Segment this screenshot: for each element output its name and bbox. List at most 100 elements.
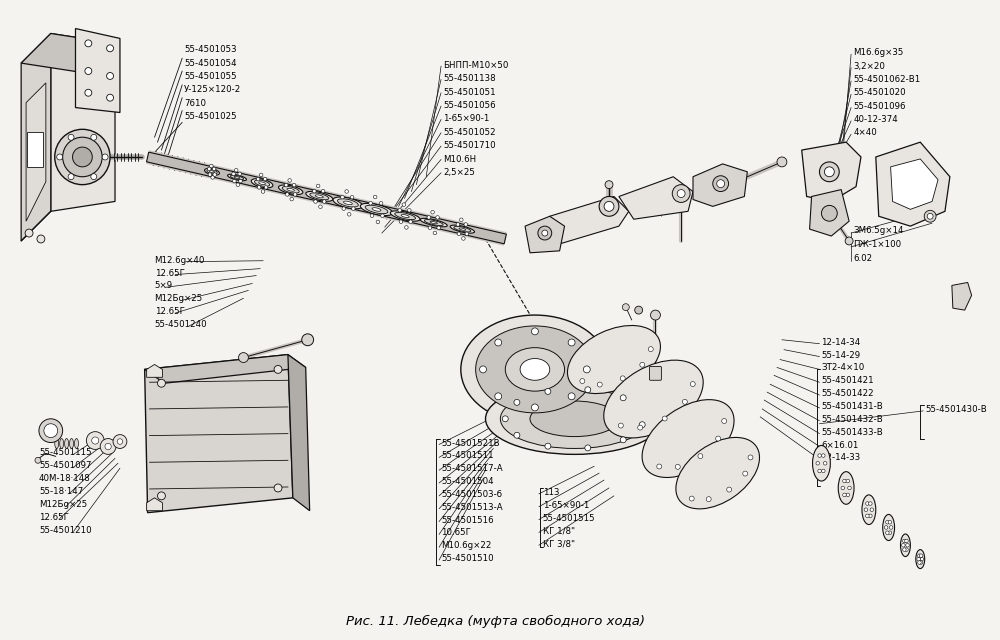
- Circle shape: [85, 68, 92, 74]
- Circle shape: [677, 189, 685, 198]
- Circle shape: [313, 189, 316, 193]
- Ellipse shape: [333, 197, 363, 209]
- Circle shape: [314, 200, 317, 204]
- Circle shape: [902, 543, 905, 547]
- Circle shape: [819, 162, 839, 182]
- Circle shape: [117, 439, 123, 444]
- Text: ЗМ6.5g×14: ЗМ6.5g×14: [853, 226, 904, 235]
- Circle shape: [841, 486, 845, 490]
- Circle shape: [37, 235, 45, 243]
- Circle shape: [866, 514, 869, 518]
- Circle shape: [568, 393, 575, 400]
- Text: 55-4501051: 55-4501051: [443, 88, 496, 97]
- Polygon shape: [891, 159, 938, 209]
- Ellipse shape: [420, 218, 447, 227]
- Text: ЗТ2-4×10: ЗТ2-4×10: [821, 364, 865, 372]
- Text: 55-4501096: 55-4501096: [853, 102, 906, 111]
- Circle shape: [457, 232, 461, 236]
- Circle shape: [292, 183, 296, 187]
- Polygon shape: [75, 29, 120, 113]
- Circle shape: [257, 186, 261, 189]
- Polygon shape: [693, 164, 747, 206]
- Circle shape: [264, 186, 268, 189]
- Ellipse shape: [372, 208, 381, 211]
- Circle shape: [919, 554, 923, 557]
- Text: М12.6g×40: М12.6g×40: [155, 256, 205, 265]
- Circle shape: [433, 231, 437, 235]
- Circle shape: [845, 237, 853, 245]
- Circle shape: [431, 211, 434, 214]
- Circle shape: [293, 193, 297, 196]
- Ellipse shape: [862, 495, 876, 525]
- Text: 55-4501025: 55-4501025: [184, 112, 237, 121]
- Text: 55-4501115: 55-4501115: [39, 449, 92, 458]
- Circle shape: [886, 520, 889, 524]
- Circle shape: [233, 179, 236, 183]
- Circle shape: [717, 180, 725, 188]
- Circle shape: [822, 454, 825, 458]
- Circle shape: [568, 339, 575, 346]
- Ellipse shape: [476, 326, 594, 413]
- Circle shape: [39, 419, 63, 442]
- Circle shape: [672, 185, 690, 202]
- Circle shape: [211, 175, 214, 179]
- Circle shape: [464, 223, 468, 227]
- Circle shape: [917, 557, 920, 561]
- Circle shape: [55, 129, 110, 185]
- FancyBboxPatch shape: [650, 367, 661, 380]
- Text: Рис. 11. Лебедка (муфта свободного хода): Рис. 11. Лебедка (муфта свободного хода): [346, 614, 645, 627]
- Circle shape: [232, 172, 235, 175]
- Ellipse shape: [310, 193, 329, 200]
- Circle shape: [870, 508, 874, 511]
- Circle shape: [239, 179, 242, 183]
- Text: 55-4501210: 55-4501210: [39, 525, 92, 534]
- Polygon shape: [619, 177, 693, 220]
- Text: 55-4501710: 55-4501710: [443, 141, 496, 150]
- Text: 55-4501056: 55-4501056: [443, 101, 496, 110]
- Text: 55-4501422: 55-4501422: [821, 389, 874, 398]
- Text: 55-4501511: 55-4501511: [441, 451, 494, 460]
- Text: 40-12-374: 40-12-374: [853, 115, 898, 124]
- Polygon shape: [802, 142, 861, 202]
- Circle shape: [514, 432, 520, 438]
- Circle shape: [906, 543, 909, 547]
- Text: У-125×120-2: У-125×120-2: [184, 85, 241, 94]
- Ellipse shape: [259, 182, 265, 184]
- Polygon shape: [21, 33, 51, 241]
- Circle shape: [345, 189, 348, 193]
- Ellipse shape: [251, 179, 273, 188]
- Ellipse shape: [279, 185, 303, 195]
- Ellipse shape: [337, 199, 358, 207]
- Text: 55-4501431-В: 55-4501431-В: [821, 402, 883, 411]
- Text: 1: 1: [666, 195, 672, 204]
- Circle shape: [25, 229, 33, 237]
- Circle shape: [585, 445, 591, 451]
- Circle shape: [236, 183, 240, 186]
- Circle shape: [648, 347, 653, 351]
- Ellipse shape: [916, 550, 925, 568]
- Circle shape: [918, 554, 921, 557]
- Ellipse shape: [390, 211, 420, 221]
- Circle shape: [583, 366, 590, 373]
- Circle shape: [436, 216, 439, 219]
- Circle shape: [848, 486, 851, 490]
- Ellipse shape: [234, 177, 240, 179]
- Polygon shape: [51, 33, 115, 211]
- Circle shape: [376, 220, 380, 224]
- Circle shape: [85, 40, 92, 47]
- Circle shape: [288, 179, 291, 182]
- Circle shape: [107, 72, 114, 79]
- Circle shape: [408, 209, 411, 212]
- Circle shape: [545, 444, 551, 449]
- Circle shape: [456, 223, 460, 227]
- Ellipse shape: [461, 315, 609, 424]
- Text: 12.65Г: 12.65Г: [155, 269, 184, 278]
- Ellipse shape: [450, 225, 475, 233]
- Text: 6×16.01: 6×16.01: [821, 440, 859, 449]
- Circle shape: [816, 461, 820, 465]
- Circle shape: [886, 531, 889, 534]
- Ellipse shape: [55, 438, 59, 449]
- Circle shape: [727, 487, 732, 492]
- Circle shape: [651, 310, 660, 320]
- Text: 55-4501138: 55-4501138: [443, 74, 496, 83]
